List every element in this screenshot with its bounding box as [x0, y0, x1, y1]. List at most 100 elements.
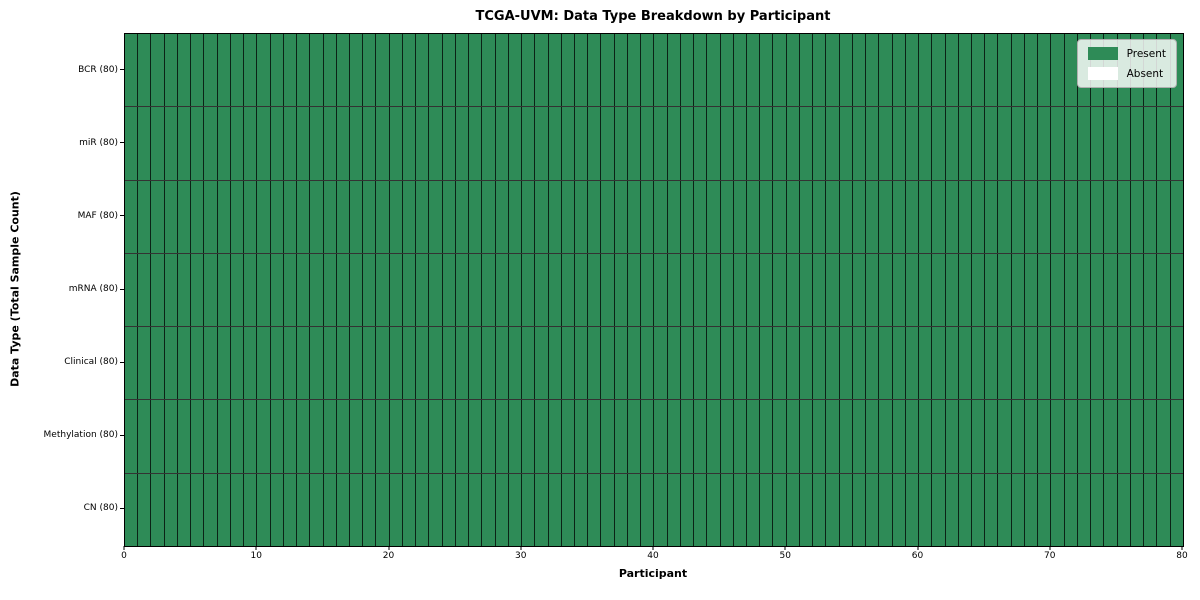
heatmap-cell	[839, 34, 853, 107]
heatmap-cell	[786, 107, 800, 180]
heatmap-cell	[905, 34, 920, 107]
heatmap-cell	[1157, 473, 1171, 546]
heatmap-cell	[813, 253, 827, 327]
heatmap-cell	[561, 107, 575, 180]
heatmap-cell	[1024, 107, 1039, 180]
heatmap-cell	[1117, 400, 1131, 473]
heatmap-grid	[125, 34, 1183, 546]
heatmap-cell	[773, 253, 787, 327]
heatmap-cell	[786, 253, 800, 327]
heatmap-cell	[164, 180, 178, 253]
heatmap-cell	[442, 253, 456, 327]
heatmap-cell	[1157, 180, 1171, 253]
heatmap-cell	[1117, 180, 1131, 253]
heatmap-cell	[694, 107, 708, 180]
heatmap-cell	[429, 107, 443, 180]
x-tick-label: 20	[382, 551, 395, 561]
heatmap-cell	[363, 253, 377, 327]
heatmap-cell	[733, 473, 748, 546]
heatmap-cell	[138, 253, 152, 327]
heatmap-cell	[1038, 473, 1052, 546]
heatmap-cell	[1051, 34, 1065, 107]
heatmap-cell	[601, 400, 615, 473]
heatmap-cell	[627, 107, 642, 180]
heatmap-cell	[1130, 253, 1145, 327]
heatmap-cell	[813, 34, 827, 107]
heatmap-cell	[707, 180, 721, 253]
x-tick-marks	[123, 546, 1183, 550]
heatmap-cell	[813, 473, 827, 546]
x-tick-mark	[1181, 546, 1183, 550]
heatmap-cell	[138, 180, 152, 253]
heatmap-cell	[138, 34, 152, 107]
heatmap-cell	[1011, 253, 1025, 327]
heatmap-cell	[1051, 107, 1065, 180]
heatmap-cell	[164, 327, 178, 400]
x-tick-mark	[917, 546, 918, 550]
x-tick-label: 60	[911, 551, 924, 561]
heatmap-cell	[1130, 473, 1145, 546]
heatmap-cell	[323, 327, 337, 400]
heatmap-cell	[1064, 180, 1078, 253]
x-tick-mark	[520, 546, 522, 550]
heatmap-cell	[548, 34, 562, 107]
heatmap-cell	[230, 180, 245, 253]
heatmap-cell	[310, 253, 324, 327]
heatmap-cell	[1064, 34, 1078, 107]
y-tick-label: MAF (80)	[77, 210, 118, 221]
heatmap-cell	[958, 34, 972, 107]
heatmap-cell	[1038, 107, 1052, 180]
heatmap-cell	[707, 327, 721, 400]
heatmap-cell	[191, 253, 205, 327]
heatmap-cell	[230, 34, 245, 107]
heatmap-cell	[1117, 327, 1131, 400]
heatmap-cell	[985, 107, 999, 180]
heatmap-cell	[376, 34, 390, 107]
heatmap-cell	[733, 400, 748, 473]
heatmap-cell	[283, 180, 298, 253]
heatmap-cell	[1051, 327, 1065, 400]
heatmap-cell	[376, 327, 390, 400]
heatmap-cell	[1051, 400, 1065, 473]
heatmap-cell	[654, 253, 668, 327]
heatmap-cell	[522, 34, 536, 107]
heatmap-cell	[522, 180, 536, 253]
heatmap-cell	[707, 34, 721, 107]
heatmap-cell	[151, 180, 165, 253]
heatmap-cell	[733, 253, 748, 327]
heatmap-cell	[813, 327, 827, 400]
heatmap-cell	[535, 473, 549, 546]
heatmap-cell	[905, 473, 920, 546]
heatmap-cell	[852, 34, 867, 107]
heatmap-cell	[773, 327, 787, 400]
heatmap-cell	[852, 473, 867, 546]
heatmap-cell	[972, 253, 986, 327]
y-tick-mark	[120, 69, 124, 71]
heatmap-row	[125, 107, 1183, 181]
heatmap-cell	[429, 400, 443, 473]
x-tick-mark	[652, 546, 654, 550]
heatmap-cell	[1144, 400, 1158, 473]
heatmap-cell	[402, 180, 417, 253]
heatmap-cell	[773, 180, 787, 253]
heatmap-cell	[826, 473, 840, 546]
heatmap-cell	[283, 327, 298, 400]
heatmap-cell	[508, 327, 523, 400]
heatmap-cell	[561, 327, 575, 400]
heatmap-cell	[694, 34, 708, 107]
heatmap-cell	[151, 473, 165, 546]
y-tick-marks	[120, 33, 124, 545]
heatmap-cell	[297, 107, 311, 180]
heatmap-cell	[680, 327, 695, 400]
heatmap-cell	[720, 473, 734, 546]
heatmap-cell	[839, 473, 853, 546]
heatmap-cell	[151, 34, 165, 107]
heatmap-cell	[522, 400, 536, 473]
heatmap-cell	[932, 34, 946, 107]
heatmap-cell	[177, 327, 192, 400]
heatmap-cell	[429, 34, 443, 107]
heatmap-cell	[349, 400, 364, 473]
heatmap-cell	[667, 180, 681, 253]
heatmap-cell	[826, 327, 840, 400]
heatmap-cell	[786, 180, 800, 253]
